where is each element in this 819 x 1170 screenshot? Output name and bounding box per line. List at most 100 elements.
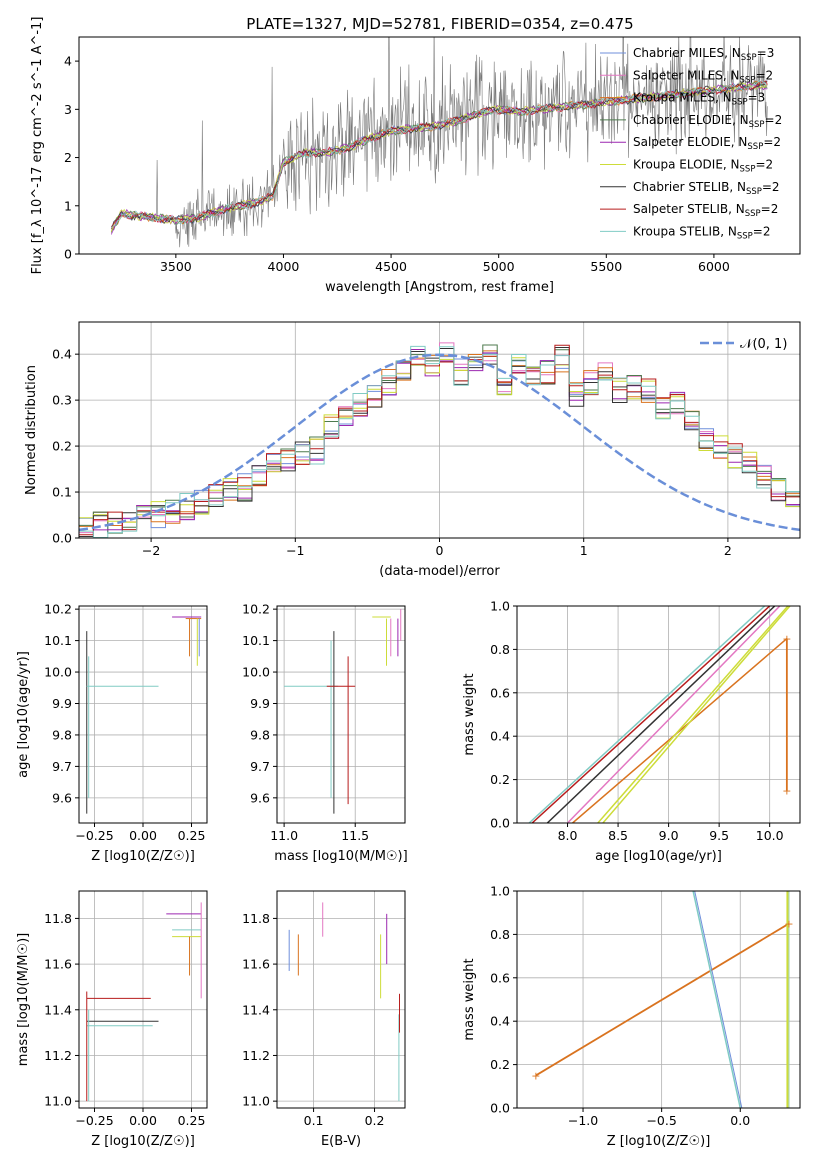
x-tick-label: −2	[142, 543, 160, 558]
panel-4: 11.0 11.5 9.6 9.7 9.8 9.9 10.0 10.1 10.2 mass [lo…	[242, 602, 408, 864]
histogram-step	[79, 347, 800, 537]
y-tick-label: 0	[64, 247, 72, 262]
legend-value: =2	[755, 68, 773, 82]
cumulative-line	[531, 606, 771, 823]
y-tick-label: 11.2	[44, 1048, 72, 1063]
y-tick-label: 10.1	[242, 633, 270, 648]
y-tick-label: 0.2	[52, 439, 72, 454]
model-spectrum-line	[110, 81, 768, 235]
legend-value: =2	[762, 180, 780, 194]
panel-3: −0.25 0.00 0.25 9.6 9.7 9.8 9.9 10.0 10.1 10.2 Z […	[16, 602, 208, 864]
x-tick-label: 2	[724, 543, 732, 558]
cumulative-line	[566, 606, 781, 823]
y-tick-label: 0.3	[52, 393, 72, 408]
cumulative-line	[528, 606, 766, 823]
histogram-step	[79, 356, 800, 523]
x-tick-label: 0.1	[304, 1113, 324, 1128]
legend-sub: SSP	[732, 98, 748, 108]
legend-value: =3	[748, 91, 766, 105]
legend-value: =2	[765, 113, 783, 127]
legend-label: Salpeter STELIB, NSSP=2	[633, 202, 778, 219]
plot-area: ++	[528, 606, 791, 823]
cumulative-line	[692, 891, 741, 1108]
x-tick-label: 1	[580, 543, 588, 558]
x-tick-label: 8.5	[608, 828, 628, 843]
cumulative-line	[546, 606, 776, 823]
normal-legend-label: 𝒩(0, 1)	[740, 337, 787, 352]
x-tick-label: 0.00	[129, 828, 157, 843]
x-tick-label: −1.0	[568, 1113, 598, 1128]
y-tick-label: 0.6	[490, 685, 510, 700]
x-axis-label: (data-model)/error	[379, 564, 500, 579]
legend-value: =2	[761, 202, 779, 216]
y-tick-label: 1.0	[490, 884, 510, 899]
y-tick-label: 0.2	[490, 772, 510, 787]
axes-frame	[276, 605, 406, 824]
x-tick-label: 9.0	[659, 828, 679, 843]
y-axis-label: age [log10(age/yr)]	[16, 651, 31, 778]
x-tick-label: 9.5	[709, 828, 729, 843]
histogram-step	[79, 349, 800, 538]
legend-label: Kroupa ELODIE, NSSP=2	[633, 158, 773, 175]
legend-sub: SSP	[746, 187, 762, 197]
x-tick-label: 0.2	[365, 1113, 385, 1128]
x-tick-label: 11.0	[270, 828, 298, 843]
axes-frame	[516, 605, 801, 824]
y-tick-label: 11.0	[44, 1094, 72, 1109]
y-tick-label: 11.4	[242, 1002, 270, 1017]
y-tick-label: 11.8	[242, 911, 270, 926]
cumulative-line	[602, 606, 791, 823]
x-tick-label: 11.5	[341, 828, 369, 843]
y-tick-label: 0.0	[52, 531, 72, 546]
plot-area	[110, 37, 768, 248]
marker-point: +	[531, 1069, 540, 1082]
plot-area	[284, 609, 402, 814]
x-axis-label: Z [log10(Z/Z☉)]	[91, 849, 195, 864]
x-tick-label: 10.0	[756, 828, 784, 843]
y-tick-label: 9.8	[52, 727, 72, 742]
x-tick-label: −0.5	[646, 1113, 676, 1128]
x-axis-label: mass [log10(M/M☉)]	[274, 849, 407, 864]
y-tick-label: 9.8	[250, 727, 270, 742]
y-tick-label: 1	[64, 198, 72, 213]
figure-title: PLATE=1327, MJD=52781, FIBERID=0354, z=0…	[246, 15, 633, 33]
y-axis-label: mass weight	[462, 673, 477, 755]
normal-curve	[79, 353, 800, 532]
cumulative-line	[694, 891, 743, 1108]
legend-sub: SSP	[740, 165, 756, 175]
y-tick-label: 9.7	[52, 759, 72, 774]
axes-frame	[516, 890, 801, 1109]
legend-sub: SSP	[745, 209, 761, 219]
histogram-step	[79, 344, 800, 534]
y-tick-label: 11.6	[44, 957, 72, 972]
y-tick-label: 0.0	[490, 816, 510, 831]
legend-label: Chabrier ELODIE, NSSP=2	[633, 113, 782, 130]
marker-point: +	[782, 784, 791, 797]
y-tick-label: 0.2	[490, 1057, 510, 1072]
panel-7: 0.1 0.2 11.0 11.2 11.4 11.6 11.8 E(B-V)	[242, 890, 406, 1149]
legend-value: =2	[753, 224, 771, 238]
y-tick-label: 11.4	[44, 1002, 72, 1017]
y-tick-label: 2	[64, 150, 72, 165]
y-tick-label: 9.7	[250, 759, 270, 774]
y-axis-label: Flux [f_λ 10^-17 erg cm^-2 s^-1 A^-1]	[30, 17, 45, 275]
legend-value: =2	[763, 135, 781, 149]
x-axis-label: Z [log10(Z/Z☉)]	[607, 1134, 711, 1149]
y-tick-label: 9.9	[250, 696, 270, 711]
y-tick-label: 10.0	[242, 665, 270, 680]
y-tick-label: 10.1	[44, 633, 72, 648]
x-tick-label: −0.25	[75, 1113, 113, 1128]
cumulative-line	[535, 922, 790, 1077]
axes-frame	[276, 890, 406, 1109]
y-tick-label: 0.8	[490, 642, 510, 657]
y-tick-label: 0.4	[52, 347, 72, 362]
cumulative-line	[597, 606, 789, 823]
histogram-step	[79, 345, 800, 538]
x-tick-label: 0.25	[178, 828, 206, 843]
x-tick-label: 3500	[160, 259, 192, 274]
y-tick-label: 0.6	[490, 970, 510, 985]
legend-sub: SSP	[747, 142, 763, 152]
x-tick-label: 6000	[698, 259, 730, 274]
axes-frame	[78, 36, 801, 255]
